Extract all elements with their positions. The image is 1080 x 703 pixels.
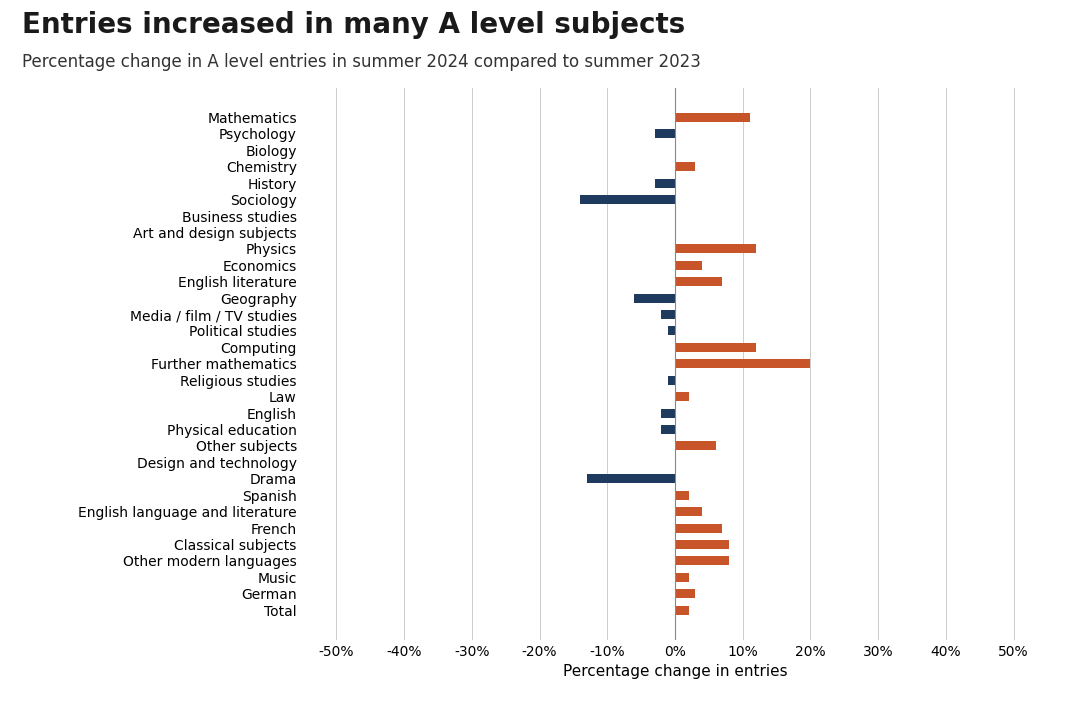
Bar — [675, 491, 689, 500]
Bar — [675, 556, 729, 565]
X-axis label: Percentage change in entries: Percentage change in entries — [563, 664, 787, 679]
Text: Entries increased in many A level subjects: Entries increased in many A level subjec… — [22, 11, 685, 39]
Bar — [675, 113, 750, 122]
Bar — [669, 375, 675, 385]
Bar — [675, 524, 723, 533]
Bar — [654, 179, 675, 188]
Bar — [634, 294, 675, 302]
Bar — [675, 277, 723, 286]
Bar — [675, 359, 810, 368]
Bar — [675, 162, 696, 172]
Bar — [661, 310, 675, 319]
Bar — [675, 589, 696, 598]
Bar — [675, 507, 702, 516]
Text: Percentage change in A level entries in summer 2024 compared to summer 2023: Percentage change in A level entries in … — [22, 53, 701, 71]
Bar — [675, 261, 702, 270]
Bar — [675, 441, 716, 451]
Bar — [669, 326, 675, 335]
Bar — [661, 408, 675, 418]
Bar — [675, 605, 689, 614]
Bar — [586, 475, 675, 483]
Bar — [675, 343, 756, 352]
Bar — [580, 195, 675, 204]
Bar — [675, 245, 756, 253]
Bar — [675, 392, 689, 401]
Bar — [654, 129, 675, 138]
Bar — [661, 425, 675, 434]
Bar — [675, 540, 729, 549]
Bar — [675, 573, 689, 582]
